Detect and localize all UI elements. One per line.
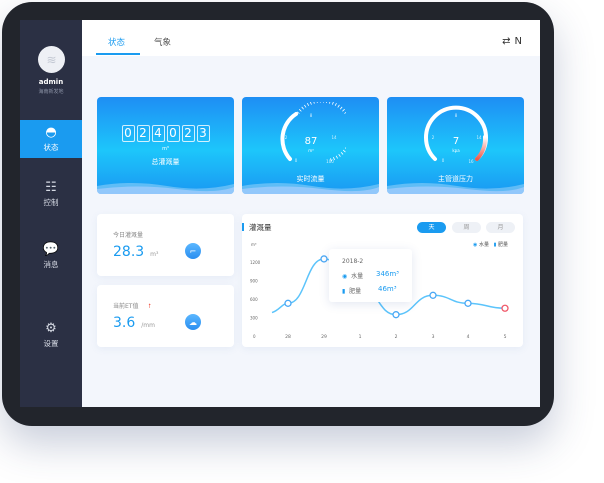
- chart-title: 灌溉量: [249, 223, 272, 232]
- day-button[interactable]: 天: [417, 222, 446, 233]
- x-tick-label: 28: [285, 334, 291, 340]
- data-point[interactable]: [284, 299, 292, 307]
- svg-text:2: 2: [432, 135, 435, 140]
- pressure-card: 7 kpa 0 2 8 14 16 主管道压力: [387, 97, 524, 194]
- y-tick-label: 0: [253, 334, 256, 339]
- svg-text:16: 16: [468, 159, 474, 164]
- svg-text:2: 2: [285, 135, 288, 140]
- svg-text:0: 0: [442, 158, 445, 163]
- svg-text:100: 100: [326, 159, 334, 164]
- pressure-unit: kpa: [452, 148, 460, 153]
- sidebar-item-label: 状态: [43, 142, 59, 152]
- wave-decoration: [97, 183, 234, 194]
- y-axis-label: m³: [251, 242, 257, 247]
- sidebar-item-label: 消息: [43, 259, 59, 269]
- x-tick-label: 5: [504, 334, 507, 340]
- y-tick-label: 1200: [250, 260, 261, 265]
- digit: 3: [196, 125, 210, 142]
- today-value: 28.3 m³: [113, 244, 159, 260]
- faucet-icon: ⌐: [185, 243, 201, 259]
- user-subtitle: 海南新发地: [38, 89, 64, 95]
- svg-text:14: 14: [476, 135, 482, 140]
- tab-status[interactable]: 状态: [108, 38, 126, 48]
- screen: ≋ admin 海南新发地 ◓ 状态 ☷ 控制 💬 消息 ⚙ 设置 状态 气象 ⇄N 0…: [20, 20, 540, 407]
- sidebar-item-status[interactable]: ◓ 状态: [20, 120, 82, 158]
- chart-tooltip: 2018-2 ◉ 水量 346m³ ▮ 肥量 46m³: [329, 249, 412, 302]
- et-card: 当前ET值 🠕 3.6/mm ☁: [97, 285, 234, 347]
- cloud-icon: ☁: [185, 314, 201, 330]
- line-chart: m³ 0 300 600 900 1200 28 29 1 2 3 4 5: [250, 242, 509, 340]
- irrigation-chart-card: 灌溉量 天 周 月 ◉ 水量 ▮ 肥量 m³ 0 300 600 900 1200 28 29…: [242, 214, 523, 347]
- dashboard-icon: ◓: [45, 124, 57, 140]
- pressure-gauge: 7 kpa 0 2 8 14 16: [424, 105, 488, 164]
- tablet-frame: ≋ admin 海南新发地 ◓ 状态 ☷ 控制 💬 消息 ⚙ 设置 状态 气象 ⇄N 0…: [2, 2, 554, 426]
- user-name: admin: [38, 78, 64, 86]
- y-tick-label: 900: [250, 279, 258, 284]
- y-tick-label: 300: [250, 316, 258, 321]
- swap-icon[interactable]: ⇄: [502, 36, 515, 47]
- tab-weather[interactable]: 气象: [154, 38, 172, 48]
- digit: 2: [136, 125, 150, 142]
- sidebar-item-label: 控制: [43, 197, 59, 207]
- wave-decoration: [242, 183, 379, 194]
- legend-fert-icon: ▮: [493, 242, 497, 248]
- pressure-label: 主管道压力: [438, 175, 473, 183]
- today-irrigation-card: 今日灌溉量 28.3 m³ ⌐: [97, 214, 234, 276]
- wave-decoration: [387, 183, 524, 194]
- gear-icon: ⚙: [45, 320, 57, 336]
- fertilizer-icon: ▮: [342, 288, 346, 295]
- y-tick-label: 600: [250, 297, 258, 302]
- et-value: 3.6/mm: [113, 315, 155, 331]
- arrow-up-icon: 🠕: [148, 303, 151, 310]
- sidebar-item-control[interactable]: ☷ 控制: [20, 175, 82, 213]
- pressure-value: 7: [453, 136, 459, 147]
- x-tick-label: 4: [467, 334, 470, 340]
- x-tick-label: 2: [395, 334, 398, 340]
- sidebar-item-label: 设置: [43, 338, 59, 348]
- total-label: 总灌溉量: [151, 158, 180, 166]
- et-label: 当前ET值 🠕: [113, 303, 151, 310]
- flow-gauge: 87 m³ 0 2 8 14 100: [280, 102, 346, 164]
- total-unit: m³: [162, 146, 169, 152]
- sidebar-item-settings[interactable]: ⚙ 设置: [20, 316, 82, 354]
- x-tick-label: 3: [432, 334, 435, 340]
- digit: 4: [151, 125, 165, 142]
- data-point[interactable]: [392, 311, 400, 319]
- data-point[interactable]: [429, 291, 437, 299]
- avatar[interactable]: ≋: [38, 46, 65, 73]
- svg-text:8: 8: [455, 113, 458, 118]
- tab-underline: [96, 53, 140, 55]
- x-tick-label: 1: [359, 334, 362, 340]
- data-point[interactable]: [501, 304, 509, 312]
- x-tick-label: 29: [321, 334, 327, 340]
- north-icon[interactable]: N: [514, 36, 526, 47]
- message-icon: 💬: [42, 241, 60, 257]
- month-button[interactable]: 月: [486, 222, 515, 233]
- sidebar-item-messages[interactable]: 💬 消息: [20, 237, 82, 275]
- legend-water-icon: ◉: [473, 242, 478, 248]
- week-button[interactable]: 周: [452, 222, 481, 233]
- flow-value: 87: [305, 136, 318, 147]
- data-point[interactable]: [464, 299, 472, 307]
- sliders-icon: ☷: [45, 179, 57, 195]
- chart-legend: ◉ 水量 ▮ 肥量: [473, 242, 508, 248]
- today-label: 今日灌溉量: [113, 232, 144, 239]
- water-icon: ◉: [342, 273, 348, 280]
- sidebar: ≋ admin 海南新发地 ◓ 状态 ☷ 控制 💬 消息 ⚙ 设置: [20, 20, 82, 407]
- realtime-flow-card: 87 m³ 0 2 8 14 100 实时流量: [242, 97, 379, 194]
- svg-text:0: 0: [295, 158, 298, 163]
- top-bar: 状态 气象 ⇄N: [82, 20, 540, 56]
- data-point[interactable]: [320, 255, 328, 263]
- digit: 0: [121, 125, 135, 142]
- svg-text:8: 8: [310, 113, 313, 118]
- flow-unit: m³: [308, 148, 314, 153]
- digit: 2: [181, 125, 195, 142]
- svg-text:14: 14: [331, 135, 337, 140]
- digit: 0: [166, 125, 180, 142]
- flow-label: 实时流量: [296, 175, 325, 183]
